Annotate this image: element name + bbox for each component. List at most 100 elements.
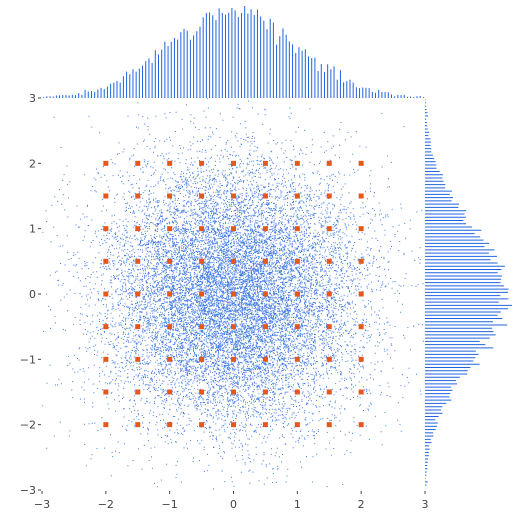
grid-point-marker bbox=[199, 389, 205, 395]
x-tick-label: 1 bbox=[294, 498, 301, 511]
grid-point-marker bbox=[135, 324, 141, 330]
x-tick-label: 0 bbox=[230, 498, 237, 511]
grid-point-marker bbox=[103, 356, 109, 362]
grid-point-marker bbox=[103, 258, 109, 264]
grid-point-marker bbox=[358, 258, 364, 264]
grid-point-marker bbox=[358, 291, 364, 297]
grid-point-marker bbox=[103, 193, 109, 199]
grid-point-marker bbox=[231, 160, 236, 166]
grid-point-marker bbox=[167, 258, 173, 264]
grid-point-marker bbox=[262, 356, 268, 362]
grid-point-marker bbox=[294, 324, 300, 330]
grid-point-marker bbox=[135, 193, 141, 199]
grid-point-marker bbox=[135, 291, 141, 297]
grid-point-marker bbox=[231, 258, 236, 264]
grid-point-marker bbox=[199, 160, 205, 166]
grid-point-marker bbox=[294, 258, 300, 264]
grid-point-marker bbox=[358, 160, 364, 166]
grid-point-marker bbox=[199, 422, 205, 428]
grid-point-marker bbox=[231, 324, 236, 330]
grid-point-marker bbox=[262, 160, 268, 166]
grid-point-marker bbox=[326, 193, 332, 199]
grid-point-marker bbox=[326, 389, 332, 395]
grid-point-marker bbox=[358, 389, 364, 395]
grid-point-marker bbox=[167, 226, 173, 232]
grid-point-marker bbox=[231, 356, 236, 362]
grid-point-marker bbox=[326, 291, 332, 297]
grid-point-marker bbox=[103, 226, 109, 232]
grid-point-marker bbox=[199, 258, 205, 264]
grid-point-marker bbox=[103, 422, 109, 428]
x-axis-ticks: −3 −2 −1 0 1 2 3 bbox=[34, 491, 429, 511]
grid-point-marker bbox=[294, 226, 300, 232]
grid-point-marker bbox=[294, 422, 300, 428]
grid-point-marker bbox=[358, 226, 364, 232]
grid-point-marker bbox=[358, 422, 364, 428]
grid-point-marker bbox=[167, 324, 173, 330]
y-tick-label: 1 bbox=[29, 223, 36, 236]
grid-point-marker bbox=[135, 389, 141, 395]
grid-point-marker bbox=[294, 356, 300, 362]
grid-point-marker bbox=[358, 193, 364, 199]
x-tick-label: −3 bbox=[34, 498, 50, 511]
grid-point-marker bbox=[103, 160, 109, 166]
grid-point-marker bbox=[294, 389, 300, 395]
grid-point-marker bbox=[294, 160, 300, 166]
grid-point-marker bbox=[199, 193, 205, 199]
grid-point-marker bbox=[231, 193, 236, 199]
grid-point-markers bbox=[103, 160, 364, 428]
grid-point-marker bbox=[326, 160, 332, 166]
grid-point-marker bbox=[167, 356, 173, 362]
x-tick-label: 2 bbox=[358, 498, 365, 511]
grid-point-marker bbox=[167, 291, 173, 297]
grid-point-marker bbox=[231, 422, 236, 428]
y-axis-ticks: −3 −2 −1 0 1 2 3 bbox=[20, 92, 41, 497]
grid-point-marker bbox=[326, 324, 332, 330]
y-tick-label: 0 bbox=[29, 288, 36, 301]
y-tick-label: 3 bbox=[29, 92, 36, 105]
grid-point-marker bbox=[135, 422, 141, 428]
grid-point-marker bbox=[326, 356, 332, 362]
grid-point-marker bbox=[199, 356, 205, 362]
grid-point-marker bbox=[167, 193, 173, 199]
x-tick-label: −2 bbox=[98, 498, 114, 511]
grid-point-marker bbox=[135, 226, 141, 232]
grid-point-marker bbox=[167, 422, 173, 428]
y-tick-label: −3 bbox=[20, 484, 36, 497]
grid-point-marker bbox=[358, 356, 364, 362]
top-histogram bbox=[43, 6, 424, 98]
grid-point-marker bbox=[231, 291, 236, 297]
grid-point-marker bbox=[262, 291, 268, 297]
grid-point-marker bbox=[199, 291, 205, 297]
grid-point-marker bbox=[167, 160, 173, 166]
grid-point-marker bbox=[199, 226, 205, 232]
grid-point-marker bbox=[167, 389, 173, 395]
grid-point-marker bbox=[103, 324, 109, 330]
x-tick-label: 3 bbox=[422, 498, 429, 511]
right-histogram bbox=[425, 99, 512, 489]
grid-point-marker bbox=[135, 160, 141, 166]
grid-point-marker bbox=[135, 258, 141, 264]
grid-point-marker bbox=[262, 193, 268, 199]
grid-point-marker bbox=[294, 291, 300, 297]
y-tick-label: 2 bbox=[29, 157, 36, 170]
grid-point-marker bbox=[262, 226, 268, 232]
grid-point-marker bbox=[135, 356, 141, 362]
grid-point-marker bbox=[294, 193, 300, 199]
grid-point-marker bbox=[103, 291, 109, 297]
grid-point-marker bbox=[326, 258, 332, 264]
grid-point-marker bbox=[262, 258, 268, 264]
grid-point-marker bbox=[231, 226, 236, 232]
grid-point-marker bbox=[262, 389, 268, 395]
y-tick-label: −1 bbox=[20, 353, 36, 366]
x-tick-label: −1 bbox=[162, 498, 178, 511]
grid-point-marker bbox=[103, 389, 109, 395]
grid-point-marker bbox=[262, 324, 268, 330]
grid-point-marker bbox=[262, 422, 268, 428]
grid-point-marker bbox=[199, 324, 205, 330]
grid-point-marker bbox=[231, 389, 236, 395]
grid-point-marker bbox=[358, 324, 364, 330]
y-tick-label: −2 bbox=[20, 419, 36, 432]
grid-point-marker bbox=[326, 422, 332, 428]
